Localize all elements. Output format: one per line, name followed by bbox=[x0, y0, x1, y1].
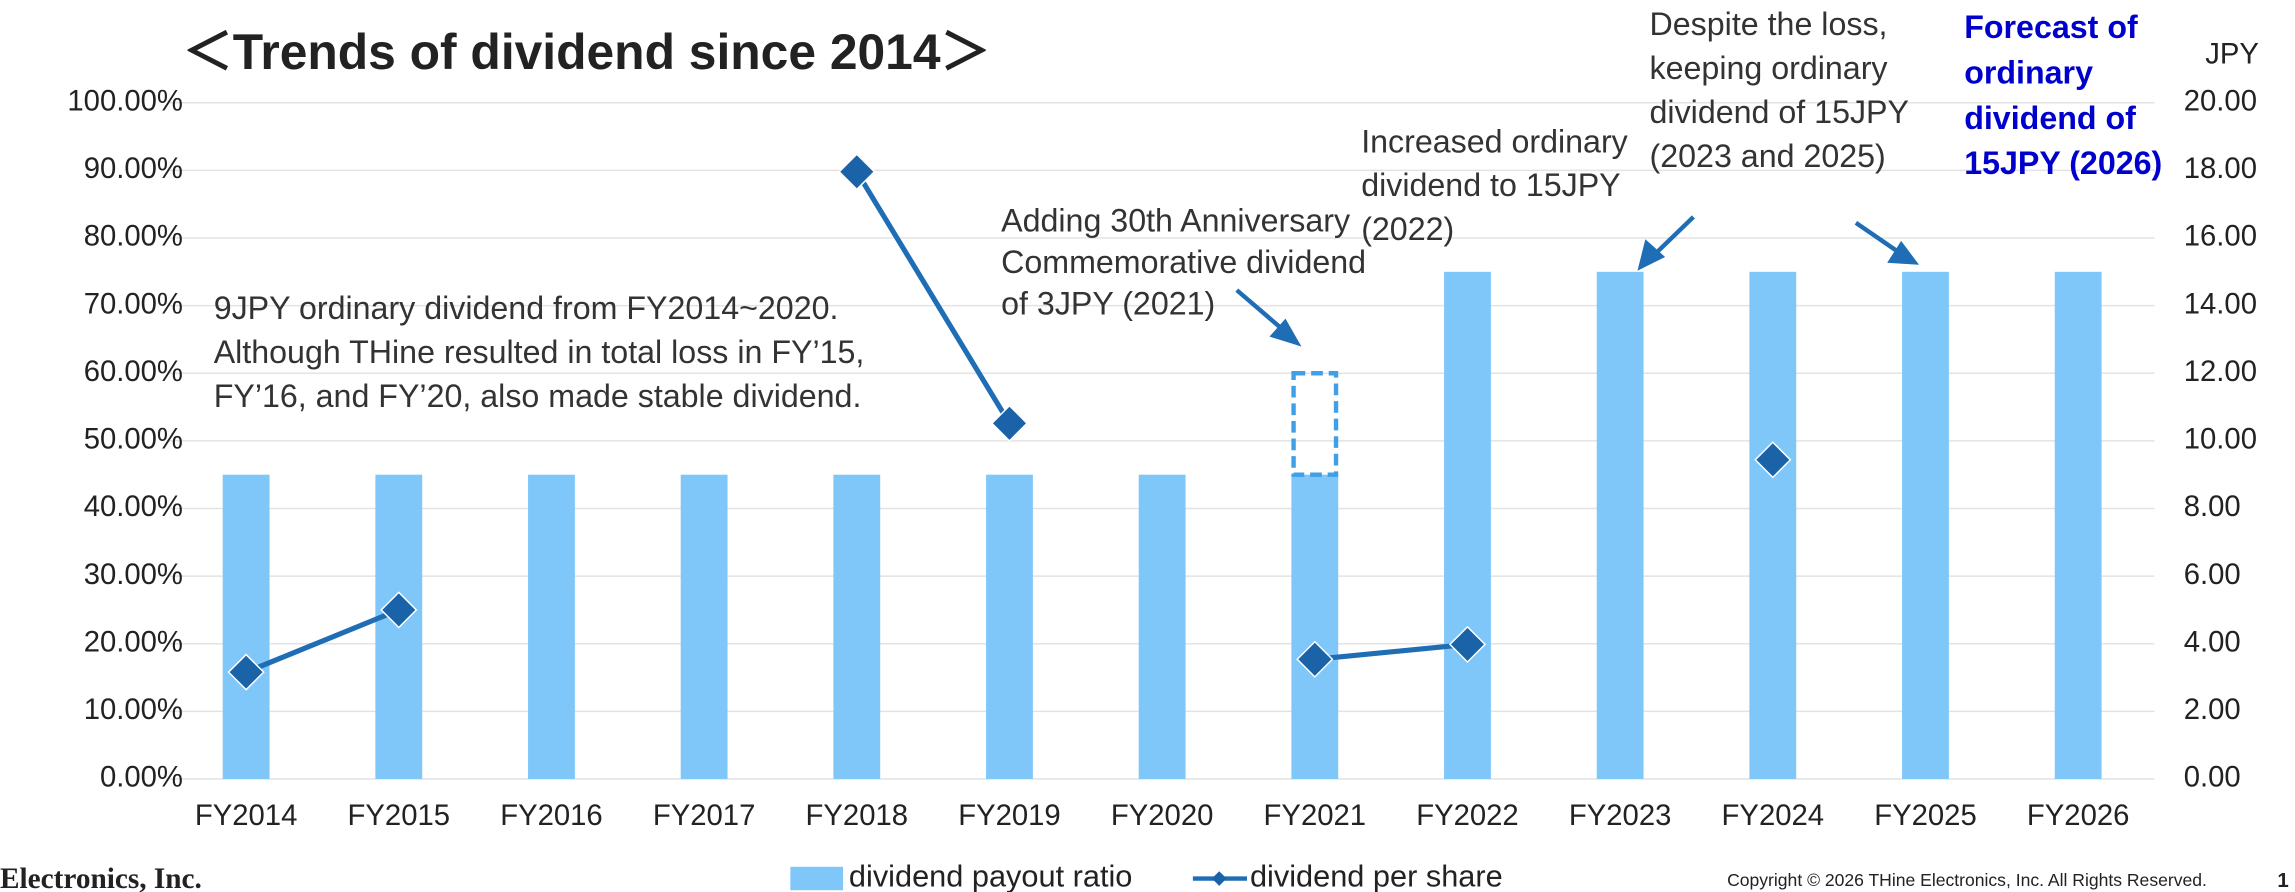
annotation: keeping ordinary bbox=[1650, 50, 1889, 86]
bar bbox=[986, 474, 1033, 779]
annotation: FY’16, and FY’20, also made stable divid… bbox=[214, 378, 862, 414]
annotation: Although THine resulted in total loss in… bbox=[214, 334, 865, 370]
x-tick-label: FY2014 bbox=[195, 800, 298, 832]
y-tick-label: 60.00% bbox=[84, 356, 183, 388]
y2-tick-label: 16.00 bbox=[2184, 221, 2257, 253]
y-tick-label: 90.00% bbox=[84, 153, 183, 185]
annotation: 15JPY (2026) bbox=[1964, 145, 2162, 181]
annotation: dividend of 15JPY bbox=[1650, 94, 1909, 130]
annotation: 9JPY ordinary dividend from FY2014~2020. bbox=[214, 290, 839, 326]
bar bbox=[222, 474, 270, 779]
marker bbox=[1296, 640, 1334, 678]
annotation: Increased ordinary bbox=[1361, 123, 1628, 159]
bar bbox=[1902, 271, 1949, 779]
chart-title: ＜Trends of dividend since 2014＞ bbox=[183, 24, 990, 80]
line-segment bbox=[1314, 641, 1468, 662]
y-tick-label: 50.00% bbox=[84, 424, 183, 456]
annotation: Adding 30th Anniversary bbox=[1001, 202, 1351, 238]
bar bbox=[1444, 271, 1491, 779]
y2-tick-label: 8.00 bbox=[2184, 491, 2241, 523]
x-tick-label: FY2026 bbox=[2027, 800, 2130, 832]
x-tick-label: FY2022 bbox=[1416, 800, 1519, 832]
annotation: Commemorative dividend bbox=[1001, 244, 1366, 280]
y-tick-label: 20.00% bbox=[84, 626, 183, 658]
y-tick-label: 80.00% bbox=[84, 221, 183, 253]
annotation: of 3JPY (2021) bbox=[1001, 286, 1215, 322]
y-tick-label: 30.00% bbox=[84, 559, 183, 591]
y2-tick-label: 0.00 bbox=[2184, 762, 2241, 794]
copyright: Copyright © 2026 THine Electronics, Inc.… bbox=[1727, 870, 2207, 890]
marker bbox=[227, 653, 265, 691]
bar bbox=[2054, 271, 2102, 779]
page-number: 1 bbox=[2277, 869, 2288, 892]
x-tick-label: FY2015 bbox=[348, 800, 451, 832]
annotation: (2023 and 2025) bbox=[1650, 138, 1886, 174]
x-tick-label: FY2024 bbox=[1722, 800, 1825, 832]
marker bbox=[990, 404, 1029, 442]
x-tick-label: FY2018 bbox=[806, 800, 909, 832]
annotation: Forecast of bbox=[1964, 9, 2138, 45]
bar bbox=[1291, 474, 1339, 779]
marker bbox=[838, 153, 876, 191]
x-tick-label: FY2020 bbox=[1111, 800, 1214, 832]
y2-tick-label: 2.00 bbox=[2184, 694, 2241, 726]
y2-tick-label: 18.00 bbox=[2184, 153, 2257, 185]
marker bbox=[1448, 625, 1487, 664]
x-tick-label: FY2025 bbox=[1874, 800, 1977, 832]
x-tick-label: FY2017 bbox=[653, 800, 756, 832]
arrow bbox=[1854, 220, 1904, 257]
legend-label: dividend per share bbox=[1250, 859, 1503, 892]
y2-tick-label: 20.00 bbox=[2184, 86, 2257, 118]
marker bbox=[1754, 441, 1792, 479]
stacked-extra bbox=[1291, 371, 1339, 477]
y-tick-label: 70.00% bbox=[84, 288, 183, 320]
y2-tick-label: 4.00 bbox=[2184, 626, 2241, 658]
marker bbox=[380, 591, 418, 629]
y2-tick-label: 6.00 bbox=[2184, 559, 2241, 591]
legend-label: dividend payout ratio bbox=[849, 859, 1132, 892]
y2-tick-label: 10.00 bbox=[2184, 424, 2257, 456]
x-tick-label: FY2016 bbox=[500, 800, 603, 832]
y-tick-label: 40.00% bbox=[84, 491, 183, 523]
x-tick-label: FY2019 bbox=[958, 800, 1061, 832]
annotation: dividend to 15JPY bbox=[1361, 167, 1620, 203]
arrowhead bbox=[1637, 239, 1666, 271]
y-tick-label: 100.00% bbox=[67, 86, 183, 118]
x-tick-label: FY2023 bbox=[1569, 800, 1672, 832]
y-tick-label: 0.00% bbox=[100, 762, 183, 794]
y2-tick-label: 12.00 bbox=[2184, 356, 2257, 388]
bar bbox=[1596, 271, 1644, 779]
company-name: Electronics, Inc. bbox=[0, 863, 202, 892]
line-segment bbox=[245, 607, 400, 675]
y-tick-label: 10.00% bbox=[84, 694, 183, 726]
bar bbox=[833, 474, 881, 779]
arrowhead bbox=[1887, 240, 1920, 265]
y2-axis-label: JPY bbox=[2205, 39, 2259, 71]
legend-swatch bbox=[790, 866, 844, 891]
bar bbox=[1749, 271, 1797, 779]
y2-tick-label: 14.00 bbox=[2184, 288, 2257, 320]
annotation: (2022) bbox=[1361, 211, 1454, 247]
annotation-arrows bbox=[1235, 215, 1920, 347]
annotation: ordinary bbox=[1964, 54, 2093, 90]
arrowhead bbox=[1269, 318, 1302, 347]
x-tick-label: FY2021 bbox=[1264, 800, 1367, 832]
annotation: Despite the loss, bbox=[1650, 6, 1888, 42]
bar bbox=[1138, 474, 1186, 779]
annotation: dividend of bbox=[1964, 100, 2136, 136]
bar bbox=[528, 474, 575, 779]
bar bbox=[680, 474, 728, 779]
line-segment bbox=[854, 170, 1012, 425]
